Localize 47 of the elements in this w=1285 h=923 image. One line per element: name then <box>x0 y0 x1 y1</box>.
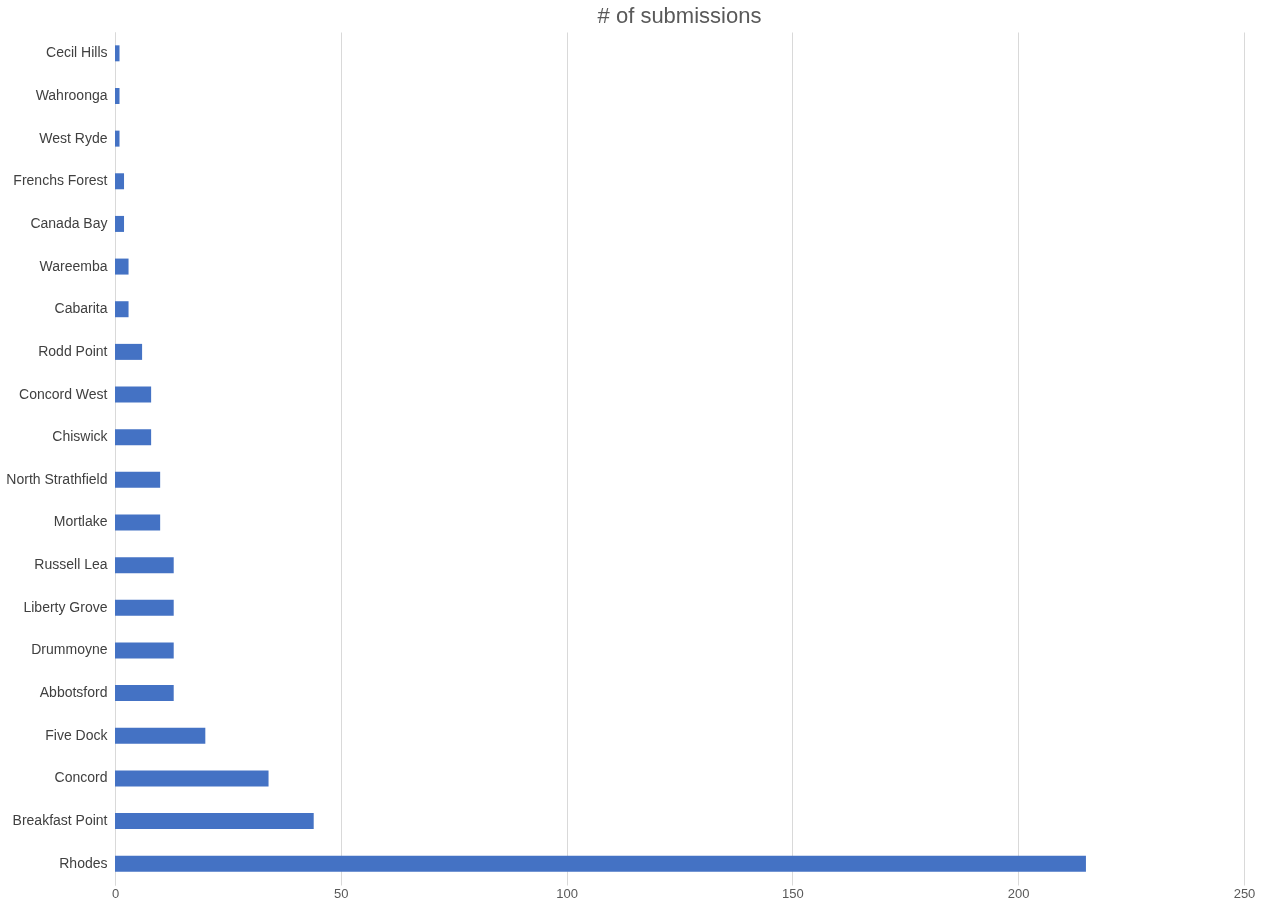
y-tick-label: Concord West <box>19 385 108 402</box>
y-tick-label: Chiswick <box>52 428 109 445</box>
bar <box>115 685 174 702</box>
bar <box>115 514 161 531</box>
bar <box>115 642 174 659</box>
y-tick-label: West Ryde <box>39 129 108 146</box>
y-tick-label: Liberty Grove <box>23 598 108 615</box>
x-tick-label: 250 <box>1233 885 1256 901</box>
bar <box>115 386 152 403</box>
bar <box>115 770 269 787</box>
y-tick-label: Breakfast Point <box>12 812 108 829</box>
bar <box>115 301 129 318</box>
bar <box>115 215 125 232</box>
y-tick-label: Rhodes <box>59 854 108 871</box>
y-tick-label: Russell Lea <box>34 556 108 573</box>
bar <box>115 855 1086 872</box>
bar <box>115 557 174 574</box>
y-tick-label: Frenchs Forest <box>13 172 108 189</box>
x-tick-label: 0 <box>111 885 120 901</box>
bar <box>115 130 120 147</box>
bar <box>115 45 120 62</box>
y-tick-label: Wareemba <box>39 257 108 274</box>
bar <box>115 727 206 744</box>
y-tick-label: Cabarita <box>54 300 108 317</box>
bar <box>115 813 314 830</box>
y-tick-label: Wahroonga <box>35 86 108 103</box>
bar <box>115 471 161 488</box>
y-tick-label: North Strathfield <box>6 470 108 487</box>
y-tick-label: Five Dock <box>45 726 109 743</box>
y-tick-label: Drummoyne <box>31 641 108 658</box>
x-tick-label: 200 <box>1007 885 1030 901</box>
y-tick-label: Cecil Hills <box>46 44 108 61</box>
bar <box>115 343 143 360</box>
x-tick-label: 50 <box>334 885 349 901</box>
bar <box>115 87 120 104</box>
bar <box>115 258 129 275</box>
bar <box>115 173 125 190</box>
x-tick-label: 150 <box>782 885 804 901</box>
chart-title: # of submissions <box>597 3 762 28</box>
y-tick-label: Concord <box>54 769 108 786</box>
y-tick-label: Mortlake <box>53 513 108 530</box>
y-tick-label: Rodd Point <box>38 342 108 359</box>
x-tick-label: 100 <box>556 885 578 901</box>
bar <box>115 599 174 616</box>
bar <box>115 429 152 446</box>
y-tick-label: Abbotsford <box>39 684 108 701</box>
y-tick-label: Canada Bay <box>30 214 108 231</box>
